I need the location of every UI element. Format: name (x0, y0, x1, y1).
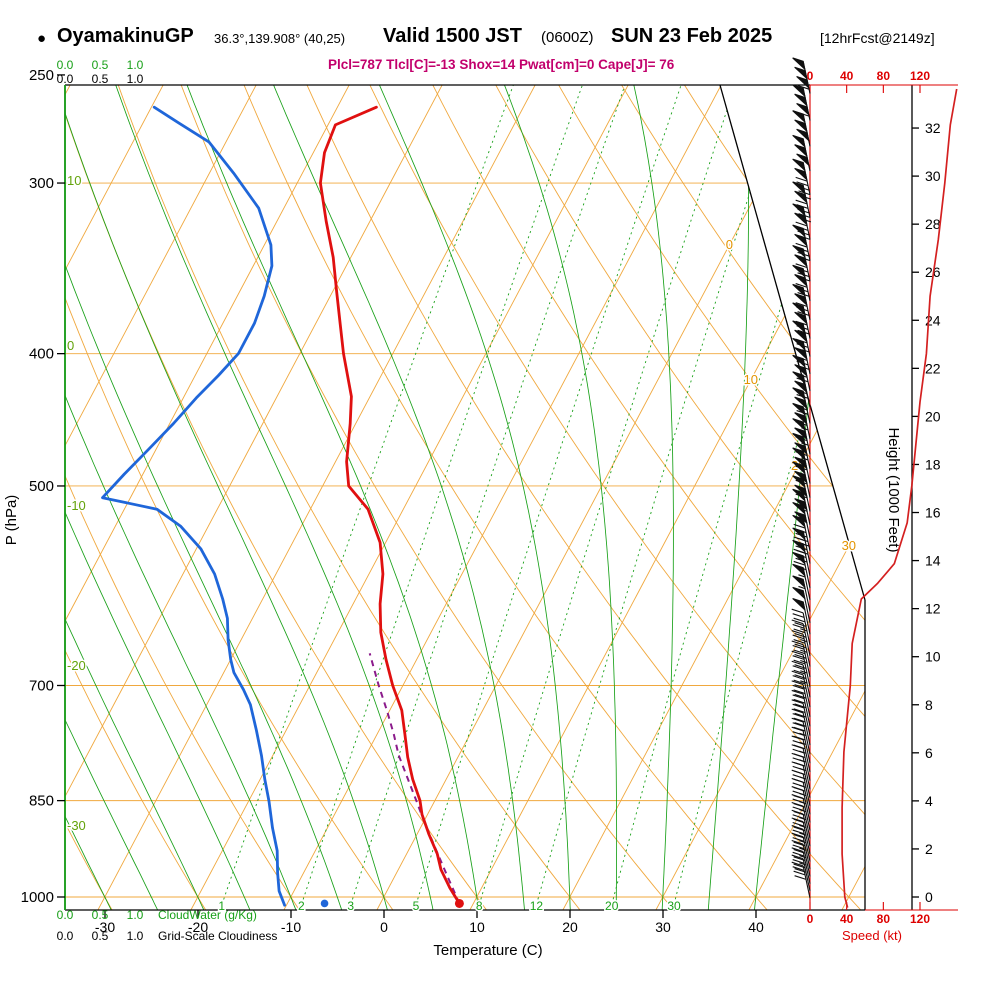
valid-zulu: (0600Z) (541, 29, 594, 46)
forecast-tag: [12hrFcst@2149z] (820, 30, 935, 46)
svg-text:-20: -20 (188, 919, 208, 935)
svg-text:12: 12 (925, 601, 941, 617)
svg-text:5: 5 (413, 899, 420, 913)
svg-text:850: 850 (29, 793, 54, 810)
svg-text:250: 250 (29, 67, 54, 84)
svg-text:10: 10 (67, 173, 81, 188)
temperature-axis: -30 -20 -10 0 10 20 30 40 Temperature (C) (95, 910, 764, 959)
svg-text:500: 500 (29, 478, 54, 495)
surface-temperature-dot (454, 898, 464, 908)
svg-text:4: 4 (925, 793, 933, 809)
svg-text:0: 0 (807, 69, 814, 83)
valid-date: SUN 23 Feb 2025 (611, 25, 773, 47)
svg-text:14: 14 (925, 553, 941, 569)
svg-text:400: 400 (29, 346, 54, 363)
grid-green (65, 85, 838, 910)
svg-text:12: 12 (530, 899, 544, 913)
svg-text:10: 10 (925, 649, 941, 665)
svg-text:1.0: 1.0 (127, 58, 144, 72)
svg-text:P (hPa): P (hPa) (3, 495, 20, 546)
svg-text:18: 18 (925, 456, 941, 472)
pressure-axis: 250 300 400 500 700 850 1000 P (hPa) (3, 67, 65, 906)
title-bullet: ● (37, 30, 47, 47)
svg-text:CloudWater (g/Kg): CloudWater (g/Kg) (158, 908, 257, 922)
svg-text:700: 700 (29, 677, 54, 694)
grid-mixing-ratio (219, 85, 865, 910)
svg-text:0.5: 0.5 (92, 72, 109, 86)
svg-text:0.0: 0.0 (57, 929, 74, 943)
svg-text:30: 30 (925, 168, 941, 184)
svg-text:-10: -10 (281, 919, 301, 935)
svg-text:120: 120 (910, 912, 930, 926)
svg-text:0: 0 (380, 919, 388, 935)
svg-text:1.0: 1.0 (127, 72, 144, 86)
svg-text:3: 3 (347, 899, 354, 913)
svg-text:6: 6 (925, 745, 933, 761)
svg-text:32: 32 (925, 120, 941, 136)
svg-text:1.0: 1.0 (127, 929, 144, 943)
cloud-scales: 0.00.00.50.51.01.00.00.00.50.51.01.0Clou… (57, 58, 278, 943)
svg-text:20: 20 (925, 408, 941, 424)
svg-text:Speed (kt): Speed (kt) (842, 928, 902, 943)
svg-text:120: 120 (910, 69, 930, 83)
wind-barbs (791, 57, 812, 899)
svg-text:0: 0 (726, 237, 733, 252)
svg-text:40: 40 (840, 69, 854, 83)
svg-text:-10: -10 (67, 498, 86, 513)
svg-text:0.5: 0.5 (92, 929, 109, 943)
surface-dewpoint-dot (320, 899, 329, 908)
svg-text:0.5: 0.5 (92, 908, 109, 922)
speed-curve-path (841, 88, 958, 908)
svg-text:16: 16 (925, 505, 941, 521)
svg-text:-30: -30 (67, 818, 86, 833)
parcel-curve (368, 653, 461, 904)
svg-text:30: 30 (667, 899, 681, 913)
svg-text:2: 2 (925, 841, 933, 857)
sounding-profiles (101, 105, 464, 908)
svg-text:2: 2 (298, 899, 305, 913)
station-coords: 36.3°,139.908° (40,25) (214, 31, 346, 46)
dewpoint-curve (101, 105, 286, 907)
grid-orange (65, 85, 865, 910)
svg-text:0.5: 0.5 (92, 58, 109, 72)
svg-text:28: 28 (925, 216, 941, 232)
svg-text:Temperature (C): Temperature (C) (433, 942, 542, 959)
svg-text:0.0: 0.0 (57, 72, 74, 86)
svg-text:Grid-Scale Cloudiness: Grid-Scale Cloudiness (158, 929, 277, 943)
svg-text:1000: 1000 (21, 889, 54, 906)
svg-text:10: 10 (744, 372, 758, 387)
svg-text:30: 30 (842, 538, 856, 553)
params-line: Plcl=787 Tlcl[C]=-13 Shox=14 Pwat[cm]=0 … (328, 57, 675, 72)
svg-text:20: 20 (562, 919, 578, 935)
svg-text:80: 80 (877, 912, 891, 926)
svg-text:-30: -30 (95, 919, 115, 935)
valid-time: Valid 1500 JST (383, 25, 522, 47)
svg-text:40: 40 (748, 919, 764, 935)
svg-text:1: 1 (218, 899, 225, 913)
svg-text:Height (1000 Feet): Height (1000 Feet) (885, 427, 902, 552)
svg-text:40: 40 (840, 912, 854, 926)
svg-text:0.0: 0.0 (57, 58, 74, 72)
svg-text:-20: -20 (67, 658, 86, 673)
svg-text:30: 30 (655, 919, 671, 935)
svg-text:0: 0 (925, 889, 933, 905)
svg-text:10: 10 (469, 919, 485, 935)
svg-text:0: 0 (67, 338, 74, 353)
wind-speed-curve (841, 88, 958, 908)
svg-text:22: 22 (925, 360, 941, 376)
svg-text:80: 80 (877, 69, 891, 83)
svg-text:1.0: 1.0 (127, 908, 144, 922)
temperature-curve (319, 105, 461, 905)
svg-text:0: 0 (807, 912, 814, 926)
svg-text:20: 20 (605, 899, 619, 913)
svg-text:8: 8 (925, 697, 933, 713)
svg-text:8: 8 (476, 899, 483, 913)
station-title: OyamakinuGP (57, 25, 194, 47)
svg-text:0.0: 0.0 (57, 908, 74, 922)
svg-text:300: 300 (29, 175, 54, 192)
